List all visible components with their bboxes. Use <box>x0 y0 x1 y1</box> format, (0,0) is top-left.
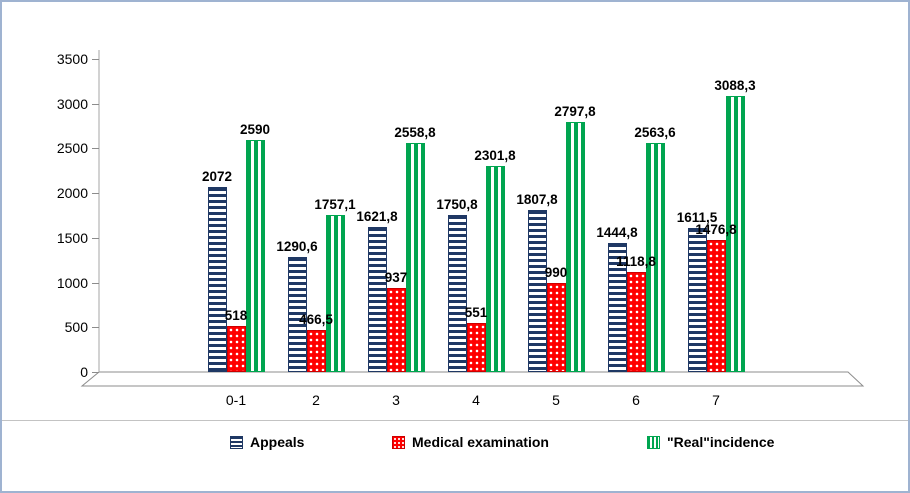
real-incidence-swatch-icon <box>647 435 660 449</box>
bar-medicalexamination-0-1 <box>226 325 246 372</box>
bar-realincidence-2 <box>325 214 345 372</box>
x-tick-label-0-1: 0-1 <box>225 392 247 408</box>
legend-item-appeals: Appeals <box>230 434 304 450</box>
y-tick-mark <box>92 193 99 194</box>
y-tick-label-500: 500 <box>64 319 88 336</box>
data-label-appeals-4: 1750,8 <box>436 197 478 213</box>
x-tick-label-4: 4 <box>472 392 480 408</box>
data-label-realincidence-6: 2563,6 <box>634 124 676 140</box>
y-tick-label-1000: 1000 <box>56 274 88 291</box>
y-tick-mark <box>92 327 99 328</box>
bar-medicalexamination-4 <box>466 322 486 372</box>
data-label-appeals-3: 1621,8 <box>356 208 398 224</box>
bar-medicalexamination-6 <box>626 271 646 372</box>
data-label-appeals-7: 1611,5 <box>676 209 718 225</box>
data-label-appeals-2: 1290,6 <box>276 238 318 254</box>
y-tick-label-3500: 3500 <box>56 51 88 67</box>
bar-appeals-7 <box>687 227 707 372</box>
legend-item-real-incidence: "Real"incidence <box>647 434 774 450</box>
bar-realincidence-5 <box>565 121 585 372</box>
data-label-appeals-5: 1807,8 <box>516 192 558 208</box>
data-label-appeals-0-1: 2072 <box>201 168 233 184</box>
bar-appeals-5 <box>527 210 547 372</box>
bar-appeals-3 <box>367 226 387 372</box>
legend: Appeals Medical examination "Real"incide… <box>2 420 908 491</box>
data-label-realincidence-4: 2301,8 <box>474 148 516 164</box>
x-tick-label-5: 5 <box>552 392 560 408</box>
x-tick-label-3: 3 <box>392 392 400 408</box>
y-tick-label-0: 0 <box>80 364 88 380</box>
y-tick-mark <box>92 283 99 284</box>
data-label-medicalexamination-2: 466,5 <box>299 312 333 328</box>
x-tick-label-2: 2 <box>312 392 320 408</box>
data-label-realincidence-3: 2558,8 <box>394 125 436 141</box>
x-tick-label-7: 7 <box>712 392 720 408</box>
bar-medicalexamination-5 <box>546 283 566 372</box>
data-label-medicalexamination-0-1: 518 <box>224 307 248 323</box>
data-label-realincidence-5: 2797,8 <box>554 103 596 119</box>
bar-realincidence-7 <box>725 95 745 372</box>
data-label-medicalexamination-5: 990 <box>544 265 568 281</box>
data-label-medicalexamination-7: 1476,8 <box>695 221 737 237</box>
x-tick-label-6: 6 <box>632 392 640 408</box>
bar-medicalexamination-7 <box>706 239 726 372</box>
bar-realincidence-0-1 <box>245 140 265 372</box>
bar-appeals-0-1 <box>207 186 227 372</box>
y-tick-mark <box>92 59 99 60</box>
medical-examination-swatch-icon <box>392 435 405 449</box>
y-tick-mark <box>92 372 99 373</box>
appeals-swatch-icon <box>230 435 243 449</box>
bar-medicalexamination-3 <box>386 288 406 372</box>
bar-realincidence-6 <box>645 142 665 372</box>
y-tick-mark <box>92 238 99 239</box>
bar-appeals-2 <box>287 256 307 372</box>
y-tick-label-1500: 1500 <box>56 229 88 246</box>
bar-realincidence-3 <box>405 143 425 372</box>
y-tick-label-2500: 2500 <box>56 140 88 157</box>
legend-item-medical-examination: Medical examination <box>392 434 549 450</box>
data-label-medicalexamination-3: 937 <box>384 270 408 286</box>
bar-realincidence-4 <box>485 166 505 372</box>
data-label-medicalexamination-4: 551 <box>464 304 488 320</box>
data-label-realincidence-0-1: 2590 <box>239 122 271 138</box>
floor-3d <box>80 371 865 387</box>
bar-appeals-4 <box>447 215 467 372</box>
y-tick-label-3000: 3000 <box>56 95 88 112</box>
legend-label-appeals: Appeals <box>250 434 305 450</box>
data-label-appeals-6: 1444,8 <box>596 224 638 240</box>
bar-appeals-6 <box>607 242 627 372</box>
y-tick-mark <box>92 148 99 149</box>
legend-label-medical-examination: Medical examination <box>412 434 549 450</box>
legend-label-real-incidence: "Real"incidence <box>667 434 775 450</box>
data-label-medicalexamination-6: 1118,8 <box>616 253 656 269</box>
y-tick-label-2000: 2000 <box>56 185 88 202</box>
y-tick-mark <box>92 104 99 105</box>
bar-medicalexamination-2 <box>306 330 326 372</box>
data-label-realincidence-7: 3088,3 <box>714 77 756 93</box>
data-label-realincidence-2: 1757,1 <box>314 196 356 212</box>
